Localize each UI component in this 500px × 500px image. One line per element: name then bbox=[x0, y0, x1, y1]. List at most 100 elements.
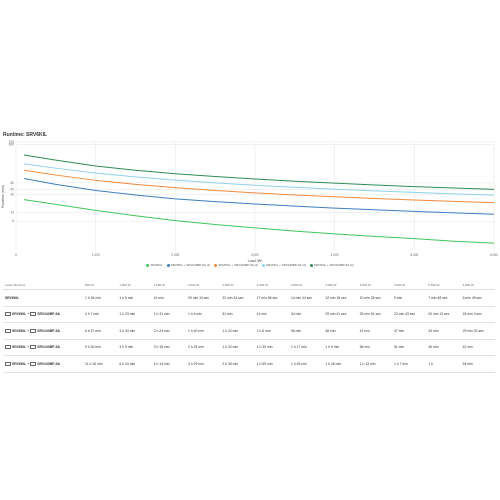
runtime-cell: 9 min bbox=[391, 289, 427, 307]
legend-item[interactable]: SRV6KIL + SRV240BP-9A (2) bbox=[214, 263, 258, 267]
battery-icon bbox=[5, 328, 11, 333]
runtime-cell: 1 h 45 min bbox=[288, 355, 324, 373]
runtime-table: Load / Runtime 500 W 1,000 W 1,500 W 2,000 W… bbox=[3, 280, 495, 373]
legend-swatch bbox=[146, 263, 150, 267]
y-axis-label: Runtime (min) bbox=[1, 185, 5, 208]
legend-swatch bbox=[262, 263, 266, 267]
runtime-cell: 1 h 13 min bbox=[357, 355, 392, 373]
runtime-cell: 9 h 30 min bbox=[83, 339, 118, 356]
x-tick-label: 4,000 bbox=[331, 253, 339, 257]
table-header-cell: 500 W bbox=[83, 280, 118, 290]
battery-icon bbox=[30, 312, 37, 317]
model-name: SRV6KIL bbox=[12, 328, 27, 333]
runtime-cell: 1 h 26 min bbox=[323, 355, 358, 373]
model-name: SRV6KIL bbox=[12, 345, 27, 350]
runtime-cell: 42 min bbox=[460, 339, 495, 356]
legend-item[interactable]: SRV6KIL + SRV240BP-9A (4) bbox=[309, 263, 354, 267]
runtime-cell: 1 h 6 min bbox=[185, 306, 221, 323]
chart-legend: SRV6KIL SRV6KIL + SRV240BP-9A (1) SRV6KIL … bbox=[0, 263, 500, 267]
runtime-cell: 48 min bbox=[323, 322, 358, 340]
runtime-cell: 10 min 28 sec bbox=[357, 289, 392, 307]
runtime-cell: 1 h 32 min bbox=[220, 339, 255, 356]
model-cell: SRV6KIL+ SRV240BP-9A bbox=[3, 355, 83, 373]
runtime-cell: 1 h 22 min bbox=[220, 322, 255, 340]
runtime-cell: 37 min bbox=[391, 322, 427, 340]
y-tick-label: 40 bbox=[10, 188, 14, 192]
model-name: SRV6KIL bbox=[5, 295, 20, 300]
y-tick-label: 60 bbox=[10, 181, 14, 185]
runtime-cell: 51 min bbox=[391, 339, 427, 356]
table-header-cell: 2,500 W bbox=[220, 280, 255, 290]
runtime-cell: 29 min 32 sec bbox=[460, 322, 495, 340]
runtime-cell: 41 min bbox=[254, 306, 289, 323]
legend-label: SRV6KIL + SRV240BP-9A (2) bbox=[218, 263, 259, 267]
runtime-cell: 51 min bbox=[220, 306, 255, 323]
legend-item[interactable]: SRV6KIL + SRV240BP-9A (3) bbox=[262, 263, 306, 267]
runtime-cell: 14 min 44 sec bbox=[288, 289, 324, 307]
battery-icon bbox=[30, 328, 37, 333]
runtime-cell: 1 h 6 min bbox=[323, 339, 358, 356]
battery-icon bbox=[5, 361, 11, 366]
battery-pack-name: SRV240BP-9A bbox=[37, 312, 60, 317]
table-header-cell: 5,500 W bbox=[426, 280, 461, 290]
runtime-cell: 4 h 7 min bbox=[83, 306, 118, 323]
legend-item[interactable]: SRV6KIL bbox=[146, 263, 163, 267]
runtime-cell: 18 min 4 sec bbox=[460, 306, 495, 323]
plus-icon: + bbox=[27, 312, 30, 317]
table-row: SRV6KIL+ SRV240BP-9A 11 h 16 min 6 h 34 min… bbox=[3, 355, 495, 373]
runtime-cell: 1 h 6 min bbox=[254, 322, 289, 340]
table-header-cell: Load / Runtime bbox=[3, 280, 83, 290]
series-line bbox=[23, 199, 495, 244]
runtime-cell: 25 min 51 sec bbox=[357, 306, 392, 323]
runtime-cell: 3 h 9 min bbox=[117, 339, 152, 356]
runtime-cell: 2 h 24 min bbox=[151, 322, 186, 340]
legend-item[interactable]: SRV6KIL + SRV240BP-9A (1) bbox=[166, 263, 211, 267]
runtime-cell: 2 h 35 min bbox=[220, 355, 255, 373]
plus-icon: + bbox=[27, 328, 30, 333]
runtime-cell: 3 h 34 min bbox=[117, 322, 152, 340]
x-tick-label: 2,000 bbox=[171, 253, 179, 257]
runtime-cell: 4 h 14 min bbox=[151, 355, 186, 373]
table-header-cell: 1,000 W bbox=[117, 280, 152, 290]
runtime-cell: 6 h 27 min bbox=[83, 322, 118, 340]
x-axis-label: Load (W) bbox=[248, 259, 263, 262]
table-header-cell: 4,000 W bbox=[323, 280, 358, 290]
runtime-cell: 1 h 7 min bbox=[391, 355, 427, 373]
runtime-cell: 2 h 25 min bbox=[185, 339, 221, 356]
runtime-cell: 17 min 56 sec bbox=[254, 289, 289, 307]
battery-icon bbox=[5, 312, 11, 317]
runtime-cell: 11 h 16 min bbox=[83, 355, 118, 373]
runtime-cell: 3 h 29 min bbox=[185, 355, 221, 373]
y-tick-label: 700 bbox=[9, 140, 15, 144]
runtime-cell: 20 min 13 sec bbox=[426, 306, 461, 323]
runtime-cell: 22 min 34 sec bbox=[220, 289, 255, 307]
runtime-cell: 54 min bbox=[460, 355, 495, 373]
legend-label: SRV6KIL bbox=[150, 263, 163, 267]
table-header-cell: 4,500 W bbox=[357, 280, 392, 290]
battery-icon bbox=[30, 345, 37, 350]
runtime-cell: 1 h 17 min bbox=[288, 339, 324, 356]
runtime-cell: 1 h bbox=[426, 355, 461, 373]
y-tick-label: 6 bbox=[12, 219, 14, 223]
table-row: SRV6KIL+ SRV240BP-9A 6 h 27 min 3 h 34 min 2… bbox=[3, 322, 495, 340]
legend-swatch bbox=[309, 263, 313, 267]
runtime-cell: 29 min 41 sec bbox=[323, 306, 358, 323]
table-row: SRV6KIL 1 h 34 min 1 h 5 min 41 min 29 min 3… bbox=[3, 289, 495, 307]
table-header-row: Load / Runtime 500 W 1,000 W 1,500 W 2,000 W… bbox=[3, 280, 495, 290]
plus-icon: + bbox=[27, 345, 30, 350]
runtime-cell: 41 min bbox=[357, 322, 392, 340]
model-cell: SRV6KIL+ SRV240BP-9A bbox=[3, 306, 83, 323]
x-tick-label: 3,000 bbox=[251, 253, 259, 257]
model-name: SRV6KIL bbox=[12, 312, 27, 317]
model-cell: SRV6KIL+ SRV240BP-9A bbox=[3, 339, 83, 356]
runtime-cell: 12 min 18 sec bbox=[323, 289, 358, 307]
runtime-cell: 6 h 34 min bbox=[117, 355, 152, 373]
x-tick-label: 1,000 bbox=[92, 253, 100, 257]
table-header-cell: 6,000 W bbox=[460, 280, 495, 290]
battery-pack-name: SRV240BP-9A bbox=[37, 361, 60, 366]
legend-label: SRV6KIL + SRV240BP-9A (1) bbox=[170, 263, 211, 267]
runtime-cell: 1 h 35 min bbox=[254, 339, 289, 356]
runtime-cell: 22 min 43 sec bbox=[391, 306, 427, 323]
table-row: SRV6KIL+ SRV240BP-9A 9 h 30 min 3 h 9 min 3 … bbox=[3, 339, 495, 356]
